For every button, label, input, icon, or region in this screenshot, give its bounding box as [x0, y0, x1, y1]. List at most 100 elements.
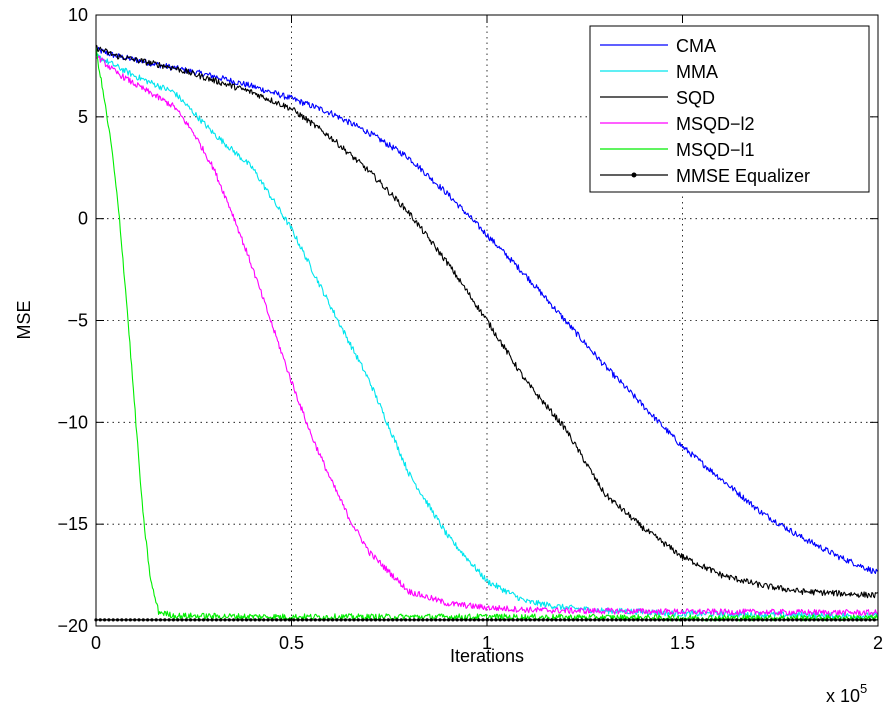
data-point: [657, 618, 661, 622]
data-point: [687, 618, 692, 622]
data-point: [756, 618, 760, 622]
data-point: [326, 618, 330, 622]
data-point: [520, 618, 524, 622]
data-point: [391, 618, 395, 622]
data-point: [412, 618, 416, 622]
data-point: [614, 618, 618, 622]
y-axis-label: MSE: [14, 300, 34, 339]
data-point: [395, 618, 399, 622]
data-point: [791, 618, 795, 622]
data-point: [627, 618, 631, 622]
data-point: [662, 618, 666, 622]
x-multiplier: x 105: [826, 681, 867, 706]
series-line-msqd-l2: [95, 55, 879, 617]
data-point: [240, 618, 244, 622]
data-point: [472, 618, 476, 622]
data-point: [722, 618, 726, 622]
x-tick-label: 2: [873, 633, 883, 653]
data-point: [115, 618, 120, 622]
data-point: [330, 618, 335, 622]
data-point: [300, 618, 304, 622]
data-point: [864, 618, 868, 622]
data-point: [279, 618, 283, 622]
axis-ticks: [95, 14, 879, 627]
data-point: [287, 618, 292, 622]
data-point: [825, 618, 829, 622]
data-point: [146, 618, 150, 622]
data-point: [515, 618, 520, 622]
data-point: [653, 618, 657, 622]
data-point: [249, 618, 253, 622]
series-line-sqd: [95, 44, 879, 599]
data-point: [631, 618, 636, 622]
data-point: [713, 618, 717, 622]
data-point: [812, 618, 816, 622]
data-point: [361, 618, 365, 622]
legend: CMA MMA SQD MSQD−l2 MSQD−l1 MMSE Equalizer: [589, 25, 870, 193]
data-point: [541, 618, 545, 622]
data-point: [829, 618, 833, 622]
data-point: [464, 618, 468, 622]
data-point: [683, 618, 687, 622]
series-markers-mmse-equalizer: [94, 618, 876, 622]
data-point: [266, 618, 270, 622]
data-point: [275, 618, 279, 622]
data-point: [141, 618, 145, 622]
data-point: [606, 618, 610, 622]
data-point: [468, 618, 472, 622]
data-point: [868, 618, 872, 622]
data-point: [382, 618, 386, 622]
data-point: [451, 618, 455, 622]
data-point: [455, 618, 459, 622]
data-point: [679, 618, 683, 622]
data-point: [305, 618, 309, 622]
data-point: [343, 618, 347, 622]
data-point: [773, 618, 778, 622]
data-point: [150, 618, 154, 622]
data-point: [842, 618, 846, 622]
data-point: [322, 618, 326, 622]
data-point: [154, 618, 158, 622]
data-point: [128, 618, 132, 622]
data-point: [786, 618, 790, 622]
data-point: [270, 618, 274, 622]
data-point: [416, 618, 421, 622]
data-point: [481, 618, 485, 622]
legend-label: SQD: [676, 88, 715, 108]
data-point: [816, 618, 821, 622]
data-point: [223, 618, 227, 622]
data-point: [257, 618, 261, 622]
data-point: [644, 618, 649, 622]
data-point: [752, 618, 756, 622]
data-point: [459, 618, 464, 622]
data-point: [137, 618, 141, 622]
data-point: [163, 618, 167, 622]
data-point: [610, 618, 614, 622]
data-point: [447, 618, 451, 622]
x-tick-label: 0.5: [279, 633, 304, 653]
data-point: [855, 618, 859, 622]
data-point: [588, 618, 593, 622]
data-point: [636, 618, 640, 622]
data-point: [180, 618, 184, 622]
data-point: [730, 618, 735, 622]
data-point: [171, 618, 175, 622]
y-tick-label: −5: [67, 311, 88, 331]
data-point: [425, 618, 429, 622]
data-point: [219, 618, 223, 622]
data-point: [808, 618, 812, 622]
data-point: [176, 618, 180, 622]
grid-lines: [96, 15, 878, 626]
legend-label: MSQD−l1: [676, 140, 755, 160]
data-point: [210, 618, 214, 622]
series-line-mma: [95, 52, 879, 620]
data-point: [124, 618, 128, 622]
data-point: [584, 618, 588, 622]
data-point: [201, 618, 206, 622]
data-point: [373, 618, 378, 622]
data-point: [158, 618, 163, 622]
data-point: [335, 618, 339, 622]
data-point: [438, 618, 442, 622]
legend-label: MSQD−l2: [676, 114, 755, 134]
x-axis-label: Iterations: [450, 646, 524, 666]
